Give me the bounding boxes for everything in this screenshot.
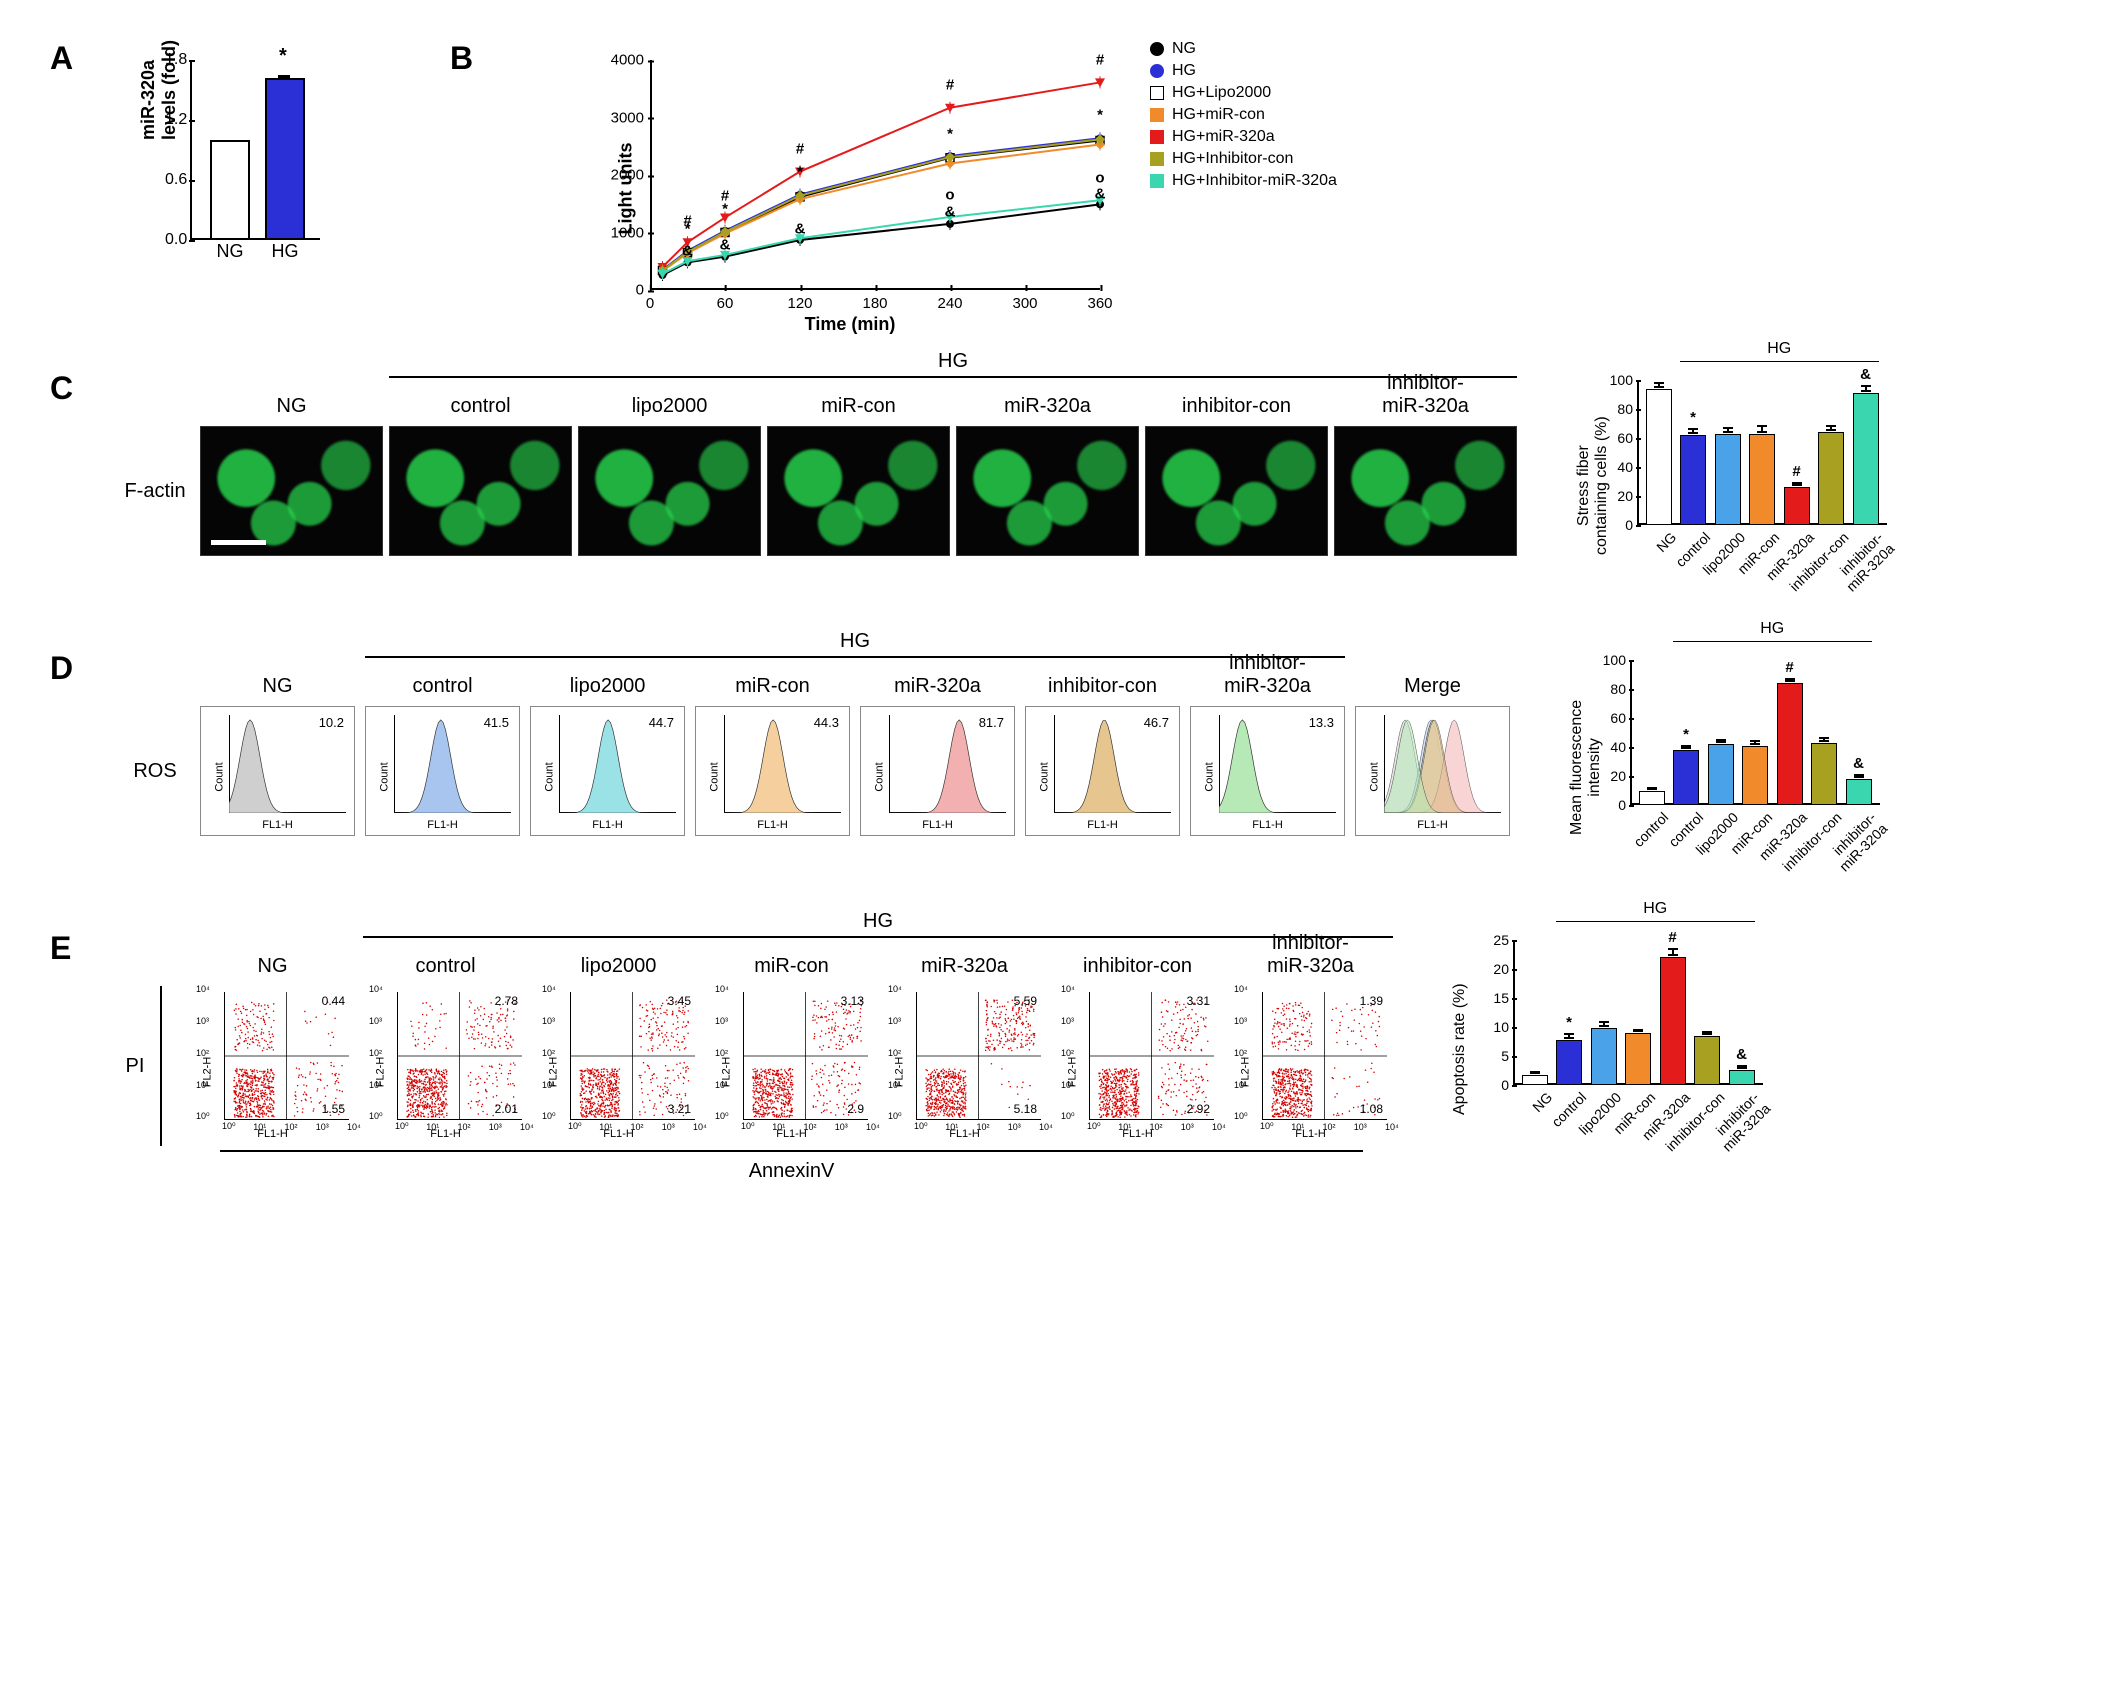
- panel-d-label: D: [50, 650, 90, 687]
- flow-scatter-4: 5.595.18FL1-HFL2-H10⁰10⁰10¹10¹10²10²10³1…: [882, 986, 1047, 1146]
- panel-d-barchart: Mean fluorescenceintensity020406080100co…: [1560, 650, 1910, 900]
- panel-b-chart: Light units Time (min) 01000200030004000…: [570, 40, 1130, 340]
- panel-c-strip: [200, 426, 1517, 556]
- panel-d-header: NGHGcontrollipo2000miR-conmiR-320ainhibi…: [110, 650, 1510, 700]
- panel-d-sidelabel: ROS: [110, 760, 200, 783]
- panel-e-annexin-label: AnnexinV: [190, 1160, 1393, 1183]
- panel-e-barchart: Apoptosis rate (%)0510152025NG*controlli…: [1443, 930, 1793, 1180]
- factin-image-0: [200, 426, 383, 556]
- flow-scatter-5: 3.312.92FL1-HFL2-H10⁰10⁰10¹10¹10²10²10³1…: [1055, 986, 1220, 1146]
- panel-e-header: NGHGcontrollipo2000miR-conmiR-320ainhibi…: [110, 930, 1393, 980]
- factin-image-2: [578, 426, 761, 556]
- row-c: C NGHGcontrollipo2000miR-conmiR-320ainhi…: [50, 370, 2056, 620]
- ros-hist-5: 46.7FL1-HCount: [1025, 706, 1180, 836]
- ros-hist-1: 41.5FL1-HCount: [365, 706, 520, 836]
- panel-a-chart: miR-320alevels (fold) 0.00.61.21.8 NG*HG: [120, 40, 340, 270]
- row-ab: A miR-320alevels (fold) 0.00.61.21.8 NG*…: [50, 40, 2056, 340]
- flow-scatter-0: 0.441.55FL1-HFL2-H10⁰10⁰10¹10¹10²10²10³1…: [190, 986, 355, 1146]
- factin-image-3: [767, 426, 950, 556]
- panel-b-svg: [650, 60, 1100, 290]
- panel-b-xlabel: Time (min): [805, 314, 896, 335]
- panel-b-legend: NGHGHG+Lipo2000HG+miR-conHG+miR-320aHG+I…: [1150, 40, 1337, 340]
- panel-d-strip: 10.2FL1-HCount41.5FL1-HCount44.7FL1-HCou…: [200, 706, 1510, 836]
- row-d: D NGHGcontrollipo2000miR-conmiR-320ainhi…: [50, 650, 2056, 900]
- panel-b-ylabel: Light units: [615, 143, 636, 235]
- panel-e-pi-label: PI: [110, 1055, 160, 1078]
- panel-b-label: B: [450, 40, 490, 77]
- panel-c-label: C: [50, 370, 90, 407]
- figure: A miR-320alevels (fold) 0.00.61.21.8 NG*…: [50, 40, 2056, 1183]
- ros-hist-7: FL1-HCount: [1355, 706, 1510, 836]
- panel-c-sidelabel: F-actin: [110, 480, 200, 503]
- panel-a-label: A: [50, 40, 90, 77]
- ros-hist-6: 13.3FL1-HCount: [1190, 706, 1345, 836]
- panel-e-strip: 0.441.55FL1-HFL2-H10⁰10⁰10¹10¹10²10²10³1…: [190, 986, 1393, 1146]
- panel-c-header: NGHGcontrollipo2000miR-conmiR-320ainhibi…: [110, 370, 1517, 420]
- panel-c-content: NGHGcontrollipo2000miR-conmiR-320ainhibi…: [110, 370, 1517, 556]
- factin-image-6: [1334, 426, 1517, 556]
- factin-image-5: [1145, 426, 1328, 556]
- ros-hist-0: 10.2FL1-HCount: [200, 706, 355, 836]
- flow-scatter-2: 3.453.21FL1-HFL2-H10⁰10⁰10¹10¹10²10²10³1…: [536, 986, 701, 1146]
- ros-hist-2: 44.7FL1-HCount: [530, 706, 685, 836]
- panel-e-content: NGHGcontrollipo2000miR-conmiR-320ainhibi…: [110, 930, 1393, 1183]
- flow-scatter-1: 2.782.01FL1-HFL2-H10⁰10⁰10¹10¹10²10²10³1…: [363, 986, 528, 1146]
- ros-hist-4: 81.7FL1-HCount: [860, 706, 1015, 836]
- factin-image-4: [956, 426, 1139, 556]
- flow-scatter-6: 1.391.08FL1-HFL2-H10⁰10⁰10¹10¹10²10²10³1…: [1228, 986, 1393, 1146]
- flow-scatter-3: 3.132.9FL1-HFL2-H10⁰10⁰10¹10¹10²10²10³10…: [709, 986, 874, 1146]
- panel-d-content: NGHGcontrollipo2000miR-conmiR-320ainhibi…: [110, 650, 1510, 836]
- panel-e-annexin-bracket: [220, 1150, 1363, 1152]
- factin-image-1: [389, 426, 572, 556]
- row-e: E NGHGcontrollipo2000miR-conmiR-320ainhi…: [50, 930, 2056, 1183]
- panel-c-barchart: Stress fibercontaining cells (%)02040608…: [1567, 370, 1917, 620]
- panel-e-pi-bracket: [160, 986, 172, 1146]
- panel-e-label: E: [50, 930, 90, 967]
- ros-hist-3: 44.3FL1-HCount: [695, 706, 850, 836]
- panel-b: Light units Time (min) 01000200030004000…: [570, 40, 1337, 340]
